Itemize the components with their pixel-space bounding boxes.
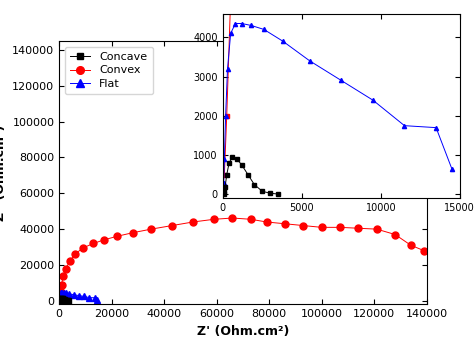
- Concave: [57, 299, 63, 303]
- Convex: [264, 220, 269, 224]
- Line: Flat: Flat: [56, 290, 101, 304]
- Flat: [94, 298, 100, 302]
- Concave: [56, 299, 62, 303]
- Concave: [64, 299, 70, 303]
- Concave: [57, 297, 63, 301]
- Convex: [58, 290, 64, 294]
- Flat: [82, 294, 87, 299]
- Concave: [61, 298, 66, 302]
- Convex: [356, 226, 361, 230]
- Concave: [57, 298, 63, 302]
- Flat: [92, 296, 98, 300]
- Convex: [421, 249, 427, 253]
- Concave: [57, 298, 63, 302]
- Legend: Concave, Convex, Flat: Concave, Convex, Flat: [65, 47, 153, 94]
- Convex: [130, 231, 136, 235]
- Convex: [392, 233, 398, 237]
- Flat: [58, 291, 64, 295]
- Convex: [319, 225, 325, 229]
- Flat: [66, 292, 72, 296]
- Flat: [60, 291, 65, 295]
- Flat: [71, 293, 76, 297]
- Line: Convex: Convex: [56, 214, 428, 303]
- Line: Concave: Concave: [56, 296, 71, 304]
- Convex: [60, 274, 66, 278]
- Convex: [374, 227, 380, 231]
- Convex: [408, 243, 414, 247]
- Flat: [87, 295, 92, 300]
- Concave: [63, 299, 69, 303]
- Flat: [61, 291, 67, 295]
- Convex: [169, 224, 175, 228]
- Flat: [57, 293, 63, 297]
- Convex: [148, 227, 154, 231]
- Convex: [337, 225, 343, 229]
- Concave: [59, 297, 64, 301]
- Convex: [72, 252, 78, 256]
- Concave: [62, 298, 67, 302]
- Flat: [57, 297, 63, 301]
- Convex: [301, 224, 306, 228]
- Convex: [59, 282, 64, 287]
- Flat: [63, 291, 69, 295]
- Convex: [101, 238, 107, 242]
- Concave: [60, 298, 65, 302]
- Convex: [91, 241, 96, 246]
- Concave: [65, 299, 71, 303]
- Convex: [57, 295, 63, 299]
- X-axis label: Z' (Ohm.cm²): Z' (Ohm.cm²): [197, 325, 289, 338]
- Flat: [57, 295, 63, 299]
- Convex: [282, 222, 288, 226]
- Convex: [63, 266, 69, 271]
- Convex: [57, 298, 63, 302]
- Convex: [190, 220, 196, 224]
- Flat: [76, 293, 82, 298]
- Convex: [80, 246, 86, 250]
- Flat: [56, 298, 62, 302]
- Convex: [114, 234, 120, 238]
- Flat: [58, 291, 64, 295]
- Convex: [67, 259, 73, 263]
- Convex: [248, 217, 254, 221]
- Concave: [58, 297, 64, 301]
- Flat: [56, 299, 62, 303]
- Convex: [229, 216, 235, 220]
- Convex: [211, 217, 217, 221]
- Y-axis label: Z'' (Ohm.cm²): Z'' (Ohm.cm²): [0, 124, 7, 221]
